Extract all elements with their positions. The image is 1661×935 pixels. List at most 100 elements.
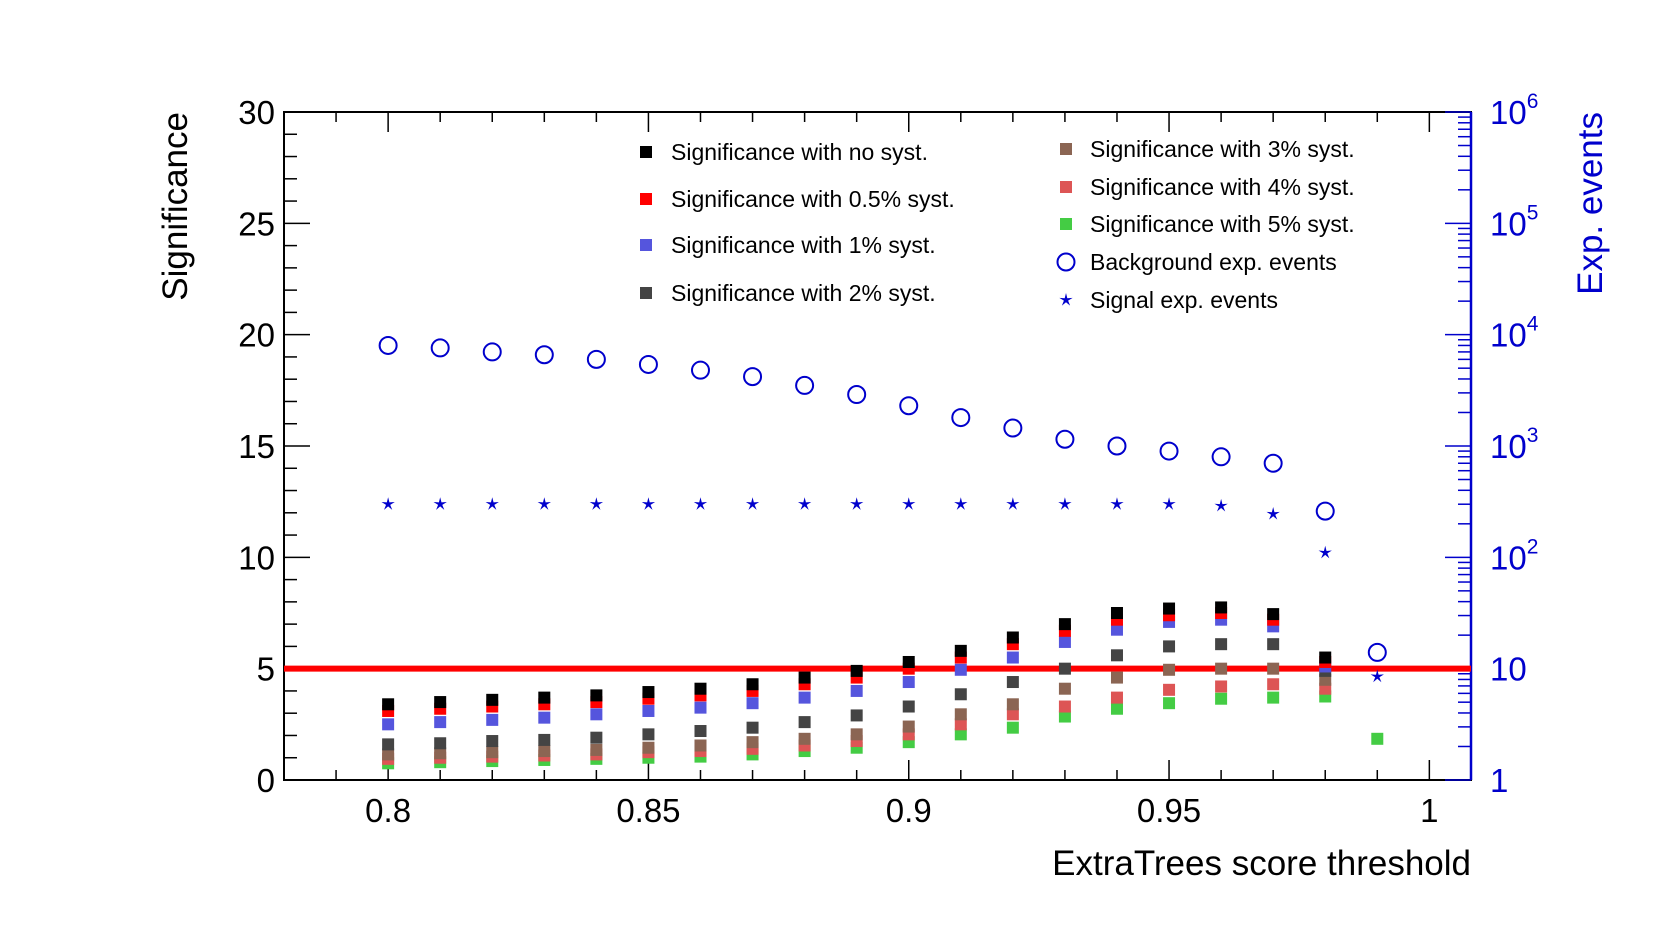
point-significance-with-2-syst (1110, 649, 1123, 662)
point-background-exp-events (1159, 441, 1179, 461)
y-tick-label: 15 (238, 428, 275, 465)
point-significance-with-no-syst (746, 678, 759, 691)
legend-marker-significance-with-0-5-syst (640, 193, 652, 205)
point-significance-with-no-syst (642, 686, 655, 699)
point-signal-exp-events (1110, 497, 1124, 510)
point-significance-with-2-syst (434, 737, 447, 750)
legend-marker-significance-with-4-syst (1060, 181, 1072, 193)
point-significance-with-4-syst (1058, 700, 1071, 713)
point-background-exp-events (638, 354, 658, 374)
point-background-exp-events (1315, 501, 1335, 521)
point-significance-with-1-syst (1110, 623, 1123, 636)
point-significance-with-no-syst (954, 644, 967, 657)
legend-label: Signal exp. events (1090, 287, 1278, 313)
point-significance-with-no-syst (538, 691, 551, 704)
point-significance-with-2-syst (1058, 662, 1071, 675)
point-significance-with-1-syst (746, 697, 759, 710)
point-signal-exp-events (745, 497, 760, 510)
y-axis-ticks (284, 111, 310, 781)
y2-tick-label: 1 (1490, 762, 1508, 799)
point-signal-exp-events (1214, 498, 1228, 512)
y-tick-label: 5 (257, 651, 275, 688)
legend-marker-significance-with-2-syst (640, 287, 652, 299)
point-significance-with-1-syst (642, 704, 655, 717)
y2-tick-label: 102 (1490, 535, 1538, 576)
point-significance-with-no-syst (1163, 602, 1176, 615)
point-significance-with-4-syst (1215, 680, 1228, 693)
point-significance-with-1-syst (434, 716, 447, 729)
point-background-exp-events (1003, 418, 1023, 438)
legend-label: Significance with 1% syst. (671, 232, 936, 258)
point-significance-with-2-syst (1215, 638, 1228, 651)
point-significance-with-5-syst (1267, 691, 1280, 704)
legend-label: Significance with no syst. (671, 139, 928, 165)
x-tick-label: 0.95 (1137, 792, 1201, 829)
point-significance-with-2-syst (798, 716, 811, 729)
legend-marker-background-exp-events (1056, 252, 1076, 272)
legend-label: Significance with 2% syst. (671, 280, 936, 306)
y2-tick-label: 106 (1490, 90, 1538, 131)
point-signal-exp-events (902, 497, 916, 510)
point-significance-with-3-syst (434, 747, 447, 760)
point-signal-exp-events (485, 497, 499, 510)
point-background-exp-events (534, 345, 554, 365)
legend-marker-significance-with-1-syst (640, 239, 652, 251)
point-significance-with-1-syst (1058, 635, 1071, 648)
legend-marker-signal-exp-events (1059, 293, 1073, 306)
x-tick-label: 1 (1420, 792, 1438, 829)
point-background-exp-events (1263, 453, 1283, 473)
point-signal-exp-events (589, 497, 604, 510)
point-signal-exp-events (641, 497, 656, 510)
point-significance-with-5-syst (1215, 692, 1228, 705)
point-signal-exp-events (537, 497, 551, 510)
point-significance-with-1-syst (954, 663, 967, 676)
point-significance-with-3-syst (798, 732, 811, 745)
legend-label: Significance with 0.5% syst. (671, 186, 955, 212)
point-signal-exp-events (954, 497, 968, 510)
point-significance-with-3-syst (382, 748, 395, 761)
point-significance-with-3-syst (746, 736, 759, 749)
point-background-exp-events (430, 338, 450, 358)
y2-axis-title: Exp. events (1571, 112, 1610, 295)
point-significance-with-5-syst (1006, 721, 1019, 734)
point-signal-exp-events (1370, 669, 1384, 683)
point-significance-with-3-syst (1163, 663, 1176, 676)
point-background-exp-events (586, 349, 606, 369)
point-significance-with-no-syst (1058, 618, 1071, 631)
point-background-exp-events (1367, 642, 1387, 662)
point-significance-with-3-syst (1215, 662, 1228, 675)
point-signal-exp-events (1058, 497, 1072, 510)
point-significance-with-2-syst (1006, 676, 1019, 689)
point-significance-with-1-syst (902, 676, 915, 689)
legend-marker-significance-with-3-syst (1060, 143, 1072, 155)
point-signal-exp-events (1318, 545, 1332, 559)
point-background-exp-events (899, 396, 919, 416)
point-significance-with-5-syst (1110, 702, 1123, 715)
y-tick-label: 10 (238, 539, 275, 576)
point-signal-exp-events (693, 497, 708, 510)
point-significance-with-3-syst (850, 728, 863, 741)
point-significance-with-1-syst (850, 684, 863, 697)
point-significance-with-1-syst (382, 718, 395, 731)
point-significance-with-2-syst (694, 725, 707, 738)
point-background-exp-events (690, 360, 710, 380)
point-background-exp-events (951, 408, 971, 428)
point-significance-with-3-syst (1006, 698, 1019, 711)
point-signal-exp-events (1006, 497, 1020, 510)
point-significance-with-2-syst (538, 733, 551, 746)
point-signal-exp-events (381, 497, 395, 510)
point-background-exp-events (847, 385, 867, 405)
y2-tick-label: 10 (1490, 651, 1527, 688)
y-tick-label: 0 (257, 762, 275, 799)
point-significance-with-5-syst (1371, 732, 1384, 745)
point-significance-with-4-syst (1110, 691, 1123, 704)
point-background-exp-events (743, 367, 763, 387)
data-points (378, 335, 1387, 770)
point-significance-with-3-syst (954, 708, 967, 721)
point-significance-with-2-syst (590, 731, 603, 744)
point-significance-with-1-syst (486, 713, 499, 726)
point-significance-with-no-syst (694, 682, 707, 695)
point-significance-with-2-syst (902, 700, 915, 713)
legend-label: Significance with 5% syst. (1090, 211, 1355, 237)
